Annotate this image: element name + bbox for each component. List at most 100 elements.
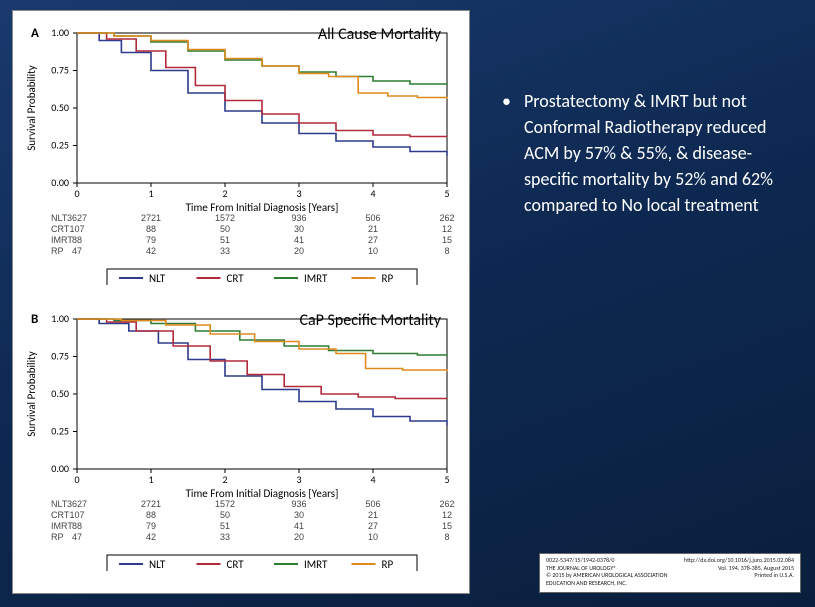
svg-text:2: 2	[222, 473, 227, 486]
svg-text:0.50: 0.50	[51, 387, 69, 400]
svg-text:1.00: 1.00	[51, 312, 69, 325]
svg-text:IMRT: IMRT	[51, 235, 73, 245]
svg-text:12: 12	[442, 510, 452, 520]
svg-text:1: 1	[148, 187, 153, 200]
chart-b: B CaP Specific Mortality 0.00 0.25 0.50 0.75 1…	[19, 301, 463, 571]
svg-text:10: 10	[368, 532, 378, 542]
svg-text:A: A	[31, 26, 39, 41]
svg-text:21: 21	[368, 224, 378, 234]
svg-text:27: 27	[368, 235, 378, 245]
svg-text:4: 4	[370, 187, 375, 200]
svg-text:15: 15	[442, 235, 452, 245]
svg-text:12: 12	[442, 224, 452, 234]
svg-text:42: 42	[146, 246, 156, 256]
chart-a: A All Cause Mortality 0.00 0.25 0.50 0.75 1.00…	[19, 15, 463, 285]
svg-text:0.50: 0.50	[51, 101, 69, 114]
svg-text:IMRT: IMRT	[304, 558, 328, 571]
svg-text:RP: RP	[51, 246, 64, 256]
svg-text:79: 79	[146, 235, 156, 245]
svg-text:CRT: CRT	[51, 224, 70, 234]
figure-panel: A All Cause Mortality 0.00 0.25 0.50 0.75 1.00…	[12, 10, 470, 594]
svg-text:506: 506	[365, 499, 380, 509]
citation-printed: Printed in U.S.A.	[684, 572, 794, 580]
svg-text:33: 33	[220, 532, 230, 542]
svg-text:262: 262	[439, 213, 454, 223]
svg-text:3: 3	[296, 473, 301, 486]
svg-text:107: 107	[69, 224, 84, 234]
svg-text:33: 33	[220, 246, 230, 256]
svg-text:47: 47	[72, 246, 82, 256]
svg-text:88: 88	[72, 235, 82, 245]
svg-text:506: 506	[365, 213, 380, 223]
svg-text:30: 30	[294, 224, 304, 234]
svg-text:NLT: NLT	[149, 272, 166, 285]
svg-text:20: 20	[294, 246, 304, 256]
svg-text:0.75: 0.75	[51, 64, 69, 77]
svg-text:47: 47	[72, 532, 82, 542]
svg-text:5: 5	[444, 473, 449, 486]
svg-text:50: 50	[220, 224, 230, 234]
svg-text:RP: RP	[382, 558, 394, 571]
svg-text:RP: RP	[51, 532, 64, 542]
svg-text:2721: 2721	[141, 213, 161, 223]
svg-text:0.00: 0.00	[51, 462, 69, 475]
svg-text:NLT: NLT	[51, 213, 68, 223]
slide-root: A All Cause Mortality 0.00 0.25 0.50 0.75 1.00…	[0, 0, 815, 607]
svg-text:Survival Probability: Survival Probability	[25, 351, 38, 437]
citation-copyright: © 2015 by AMERICAN UROLOGICAL ASSOCIATIO…	[546, 572, 684, 587]
svg-text:15: 15	[442, 521, 452, 531]
svg-text:20: 20	[294, 532, 304, 542]
svg-text:30: 30	[294, 510, 304, 520]
svg-text:262: 262	[439, 499, 454, 509]
svg-text:0.00: 0.00	[51, 176, 69, 189]
svg-text:1572: 1572	[215, 499, 235, 509]
svg-text:88: 88	[146, 510, 156, 520]
svg-text:CRT: CRT	[227, 558, 245, 571]
bullet-text: Prostatectomy & IMRT but not Conformal R…	[524, 88, 792, 218]
bullet-area: • Prostatectomy & IMRT but not Conformal…	[502, 88, 792, 218]
svg-text:936: 936	[291, 213, 306, 223]
svg-text:NLT: NLT	[51, 499, 68, 509]
svg-text:All Cause Mortality: All Cause Mortality	[318, 25, 442, 44]
svg-text:B: B	[31, 312, 38, 327]
svg-text:41: 41	[294, 235, 304, 245]
svg-text:107: 107	[69, 510, 84, 520]
svg-text:4: 4	[370, 473, 375, 486]
svg-text:50: 50	[220, 510, 230, 520]
svg-text:21: 21	[368, 510, 378, 520]
svg-text:8: 8	[444, 532, 449, 542]
svg-text:Time From Initial Diagnosis [Y: Time From Initial Diagnosis [Years]	[186, 487, 339, 500]
svg-text:27: 27	[368, 521, 378, 531]
svg-text:RP: RP	[382, 272, 394, 285]
svg-text:2721: 2721	[141, 499, 161, 509]
svg-text:0: 0	[74, 473, 79, 486]
svg-text:IMRT: IMRT	[51, 521, 73, 531]
svg-text:1572: 1572	[215, 213, 235, 223]
svg-text:0: 0	[74, 187, 79, 200]
svg-text:IMRT: IMRT	[304, 272, 328, 285]
bullet-icon: •	[502, 88, 524, 218]
svg-text:51: 51	[220, 235, 230, 245]
svg-text:42: 42	[146, 532, 156, 542]
svg-text:79: 79	[146, 521, 156, 531]
svg-text:936: 936	[291, 499, 306, 509]
svg-text:2: 2	[222, 187, 227, 200]
svg-text:3: 3	[296, 187, 301, 200]
svg-text:CRT: CRT	[227, 272, 245, 285]
svg-text:1: 1	[148, 473, 153, 486]
svg-text:10: 10	[368, 246, 378, 256]
svg-text:41: 41	[294, 521, 304, 531]
citation-box: 0022-5347/15/1942-0378/0 THE JOURNAL OF …	[539, 553, 801, 593]
svg-text:8: 8	[444, 246, 449, 256]
svg-text:CaP Specific Mortality: CaP Specific Mortality	[299, 311, 441, 330]
svg-text:51: 51	[220, 521, 230, 531]
svg-text:0.25: 0.25	[51, 139, 69, 152]
svg-text:1.00: 1.00	[51, 26, 69, 39]
svg-text:3627: 3627	[67, 499, 87, 509]
svg-text:3627: 3627	[67, 213, 87, 223]
svg-text:88: 88	[72, 521, 82, 531]
svg-text:Survival Probability: Survival Probability	[25, 65, 38, 151]
svg-text:0.75: 0.75	[51, 350, 69, 363]
citation-left: 0022-5347/15/1942-0378/0 THE JOURNAL OF …	[546, 557, 684, 589]
svg-text:0.25: 0.25	[51, 425, 69, 438]
